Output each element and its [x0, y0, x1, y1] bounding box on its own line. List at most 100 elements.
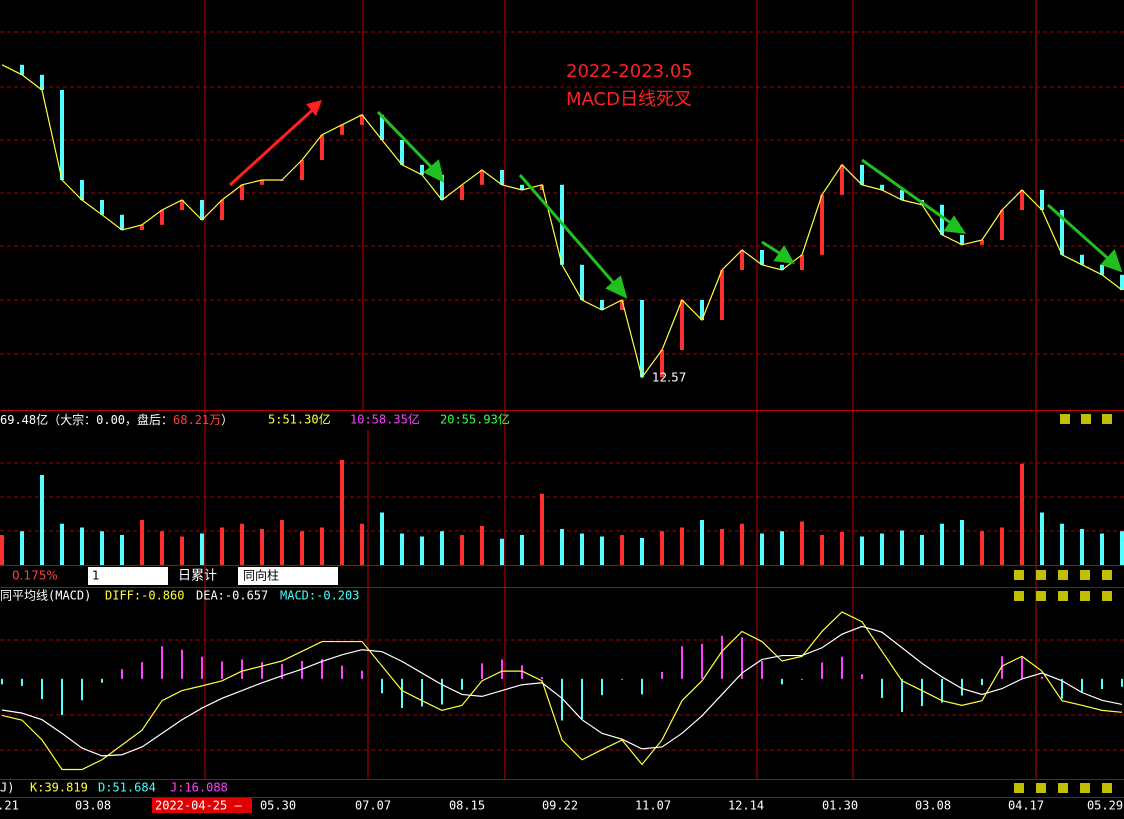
volume-bar	[660, 531, 664, 565]
macd-bar	[901, 678, 903, 712]
date-label: 05.30	[260, 799, 296, 813]
macd-bar	[81, 678, 83, 701]
icon[interactable]	[1014, 570, 1024, 580]
icon[interactable]	[1058, 570, 1068, 580]
icon[interactable]	[1102, 414, 1112, 424]
volume-bar	[480, 526, 484, 565]
mode-select[interactable]	[238, 567, 338, 585]
volume-bar	[1000, 527, 1004, 565]
icon[interactable]	[1080, 591, 1090, 601]
macd-bar	[41, 678, 43, 700]
candle	[1020, 190, 1024, 210]
candle	[700, 300, 704, 320]
macd-bar	[441, 678, 443, 705]
candle	[880, 184, 884, 190]
candle	[800, 254, 804, 270]
volume-bar	[160, 531, 164, 565]
volume-bar	[360, 523, 364, 565]
volume-bar	[60, 523, 64, 565]
volume-bar	[560, 529, 564, 565]
volume-bar	[900, 530, 904, 565]
volume-bar	[580, 533, 584, 565]
macd-bar	[21, 678, 23, 686]
macd-bar	[881, 678, 883, 698]
volume-bar	[1080, 529, 1084, 565]
icon[interactable]	[1014, 591, 1024, 601]
candle	[60, 90, 64, 180]
date-label: .21	[0, 799, 19, 813]
macd-bar	[661, 671, 663, 679]
candle	[480, 170, 484, 185]
icon[interactable]	[1036, 570, 1046, 580]
macd-bar	[461, 678, 463, 690]
icon[interactable]	[1080, 570, 1090, 580]
macd-bar	[321, 659, 323, 679]
candle	[360, 114, 364, 125]
macd-bar	[181, 649, 183, 679]
kdj-name: J)	[0, 781, 14, 795]
trend-arrow	[228, 103, 320, 187]
macd-bar	[421, 678, 423, 707]
macd-bar	[861, 674, 863, 679]
date-label: 05.29	[1087, 799, 1123, 813]
macd-bar	[141, 662, 143, 679]
volume-bar	[320, 527, 324, 565]
macd-bar	[161, 646, 163, 679]
volume-bar	[540, 493, 544, 565]
candle	[1100, 264, 1104, 275]
icon[interactable]	[1102, 591, 1112, 601]
macd: MACD:-0.203	[280, 589, 359, 603]
candle	[600, 300, 604, 310]
candle	[420, 164, 424, 175]
candle	[80, 180, 84, 200]
period-select[interactable]	[88, 567, 168, 585]
volume-bar	[720, 529, 724, 565]
candle	[780, 264, 784, 270]
icon[interactable]	[1102, 783, 1112, 793]
panel-borders	[0, 410, 1124, 798]
macd-bar	[741, 637, 743, 679]
candle	[1120, 274, 1124, 290]
icon[interactable]	[1014, 783, 1024, 793]
volume-bar	[140, 520, 144, 565]
macd-name: 同平均线(MACD)	[0, 589, 91, 603]
dea-line	[1, 625, 1123, 757]
date-label: 03.08	[915, 799, 951, 813]
macd-bar	[961, 678, 963, 696]
macd-bar	[681, 646, 683, 679]
volume-bar	[120, 535, 124, 565]
volume-bar	[1100, 533, 1104, 565]
icon[interactable]	[1060, 414, 1070, 424]
volume-bar	[760, 533, 764, 565]
icon[interactable]	[1102, 570, 1112, 580]
candle	[740, 250, 744, 270]
volume-bar	[960, 520, 964, 565]
volume-bar	[100, 531, 104, 565]
macd-bar	[1, 678, 3, 685]
k: K:39.819	[30, 781, 88, 795]
candle	[660, 350, 664, 378]
macd-bar	[361, 670, 363, 679]
icon[interactable]	[1036, 783, 1046, 793]
diff-line	[1, 611, 1123, 771]
date-label: 11.07	[635, 799, 671, 813]
j: J:16.088	[170, 781, 228, 795]
volume-bar	[1020, 463, 1024, 565]
accum: 日累计	[178, 569, 217, 584]
candle	[400, 140, 404, 165]
macd-bar	[61, 678, 63, 716]
icon[interactable]	[1058, 783, 1068, 793]
icon[interactable]	[1058, 591, 1068, 601]
volume-bar	[520, 535, 524, 565]
candle	[640, 300, 644, 378]
macd-bar	[501, 659, 503, 679]
icon[interactable]	[1080, 783, 1090, 793]
volume-bar	[1060, 523, 1064, 565]
candle	[900, 190, 904, 200]
icon[interactable]	[1081, 414, 1091, 424]
icon[interactable]	[1036, 591, 1046, 601]
date-label: 09.22	[542, 799, 578, 813]
macd-bar	[981, 678, 983, 686]
candle	[220, 200, 224, 220]
